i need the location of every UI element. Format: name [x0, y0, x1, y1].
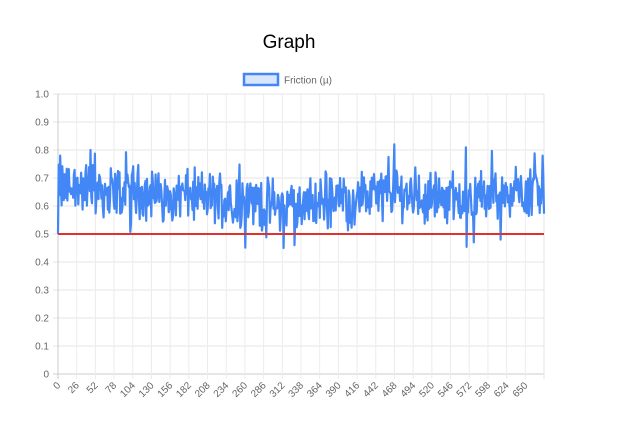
x-tick-label: 260	[230, 380, 250, 400]
x-tick-label: 104	[118, 380, 138, 400]
y-tick-label: 0.1	[35, 342, 49, 353]
x-tick-label: 78	[104, 380, 120, 396]
x-tick-label: 364	[305, 380, 325, 400]
x-tick-label: 26	[66, 380, 82, 396]
x-tick-label: 130	[137, 380, 157, 400]
chart-series	[56, 143, 546, 250]
page-title: Graph	[262, 32, 316, 53]
x-tick-label: 286	[249, 380, 269, 400]
y-tick-label: 0.7	[35, 174, 49, 185]
x-tick-label: 468	[380, 380, 400, 400]
y-tick-label: 0.6	[35, 202, 49, 213]
chart-legend[interactable]: Friction (µ)	[242, 72, 332, 87]
x-tick-label: 234	[212, 380, 232, 400]
legend-swatch-icon	[242, 72, 280, 87]
x-tick-label: 182	[174, 380, 194, 400]
x-tick-label: 416	[343, 380, 363, 400]
x-tick-label: 572	[455, 380, 475, 400]
y-tick-label: 0.4	[35, 258, 49, 269]
x-tick-label: 0	[51, 380, 63, 392]
x-tick-label: 650	[511, 380, 531, 400]
x-tick-label: 156	[156, 380, 176, 400]
y-tick-label: 0	[43, 370, 49, 381]
x-tick-label: 338	[287, 380, 307, 400]
y-tick-label: 0.3	[35, 286, 49, 297]
chart-grid	[53, 93, 545, 379]
x-tick-label: 312	[268, 380, 288, 400]
x-tick-label: 208	[193, 380, 213, 400]
x-tick-label: 52	[85, 380, 101, 396]
x-tick-label: 442	[361, 380, 381, 400]
y-tick-label: 0.2	[35, 314, 49, 325]
y-tick-label: 0.9	[35, 118, 49, 129]
x-tick-label: 520	[417, 380, 437, 400]
y-tick-label: 0.8	[35, 146, 49, 157]
x-tick-label: 598	[473, 380, 493, 400]
y-tick-label: 1.0	[35, 90, 49, 101]
legend-label[interactable]: Friction (µ)	[284, 76, 332, 87]
x-tick-label: 494	[399, 380, 419, 400]
x-tick-label: 390	[324, 380, 344, 400]
x-tick-label: 624	[492, 380, 512, 400]
y-tick-label: 0.5	[35, 230, 49, 241]
friction-series-line	[56, 143, 546, 250]
x-tick-label: 546	[436, 380, 456, 400]
